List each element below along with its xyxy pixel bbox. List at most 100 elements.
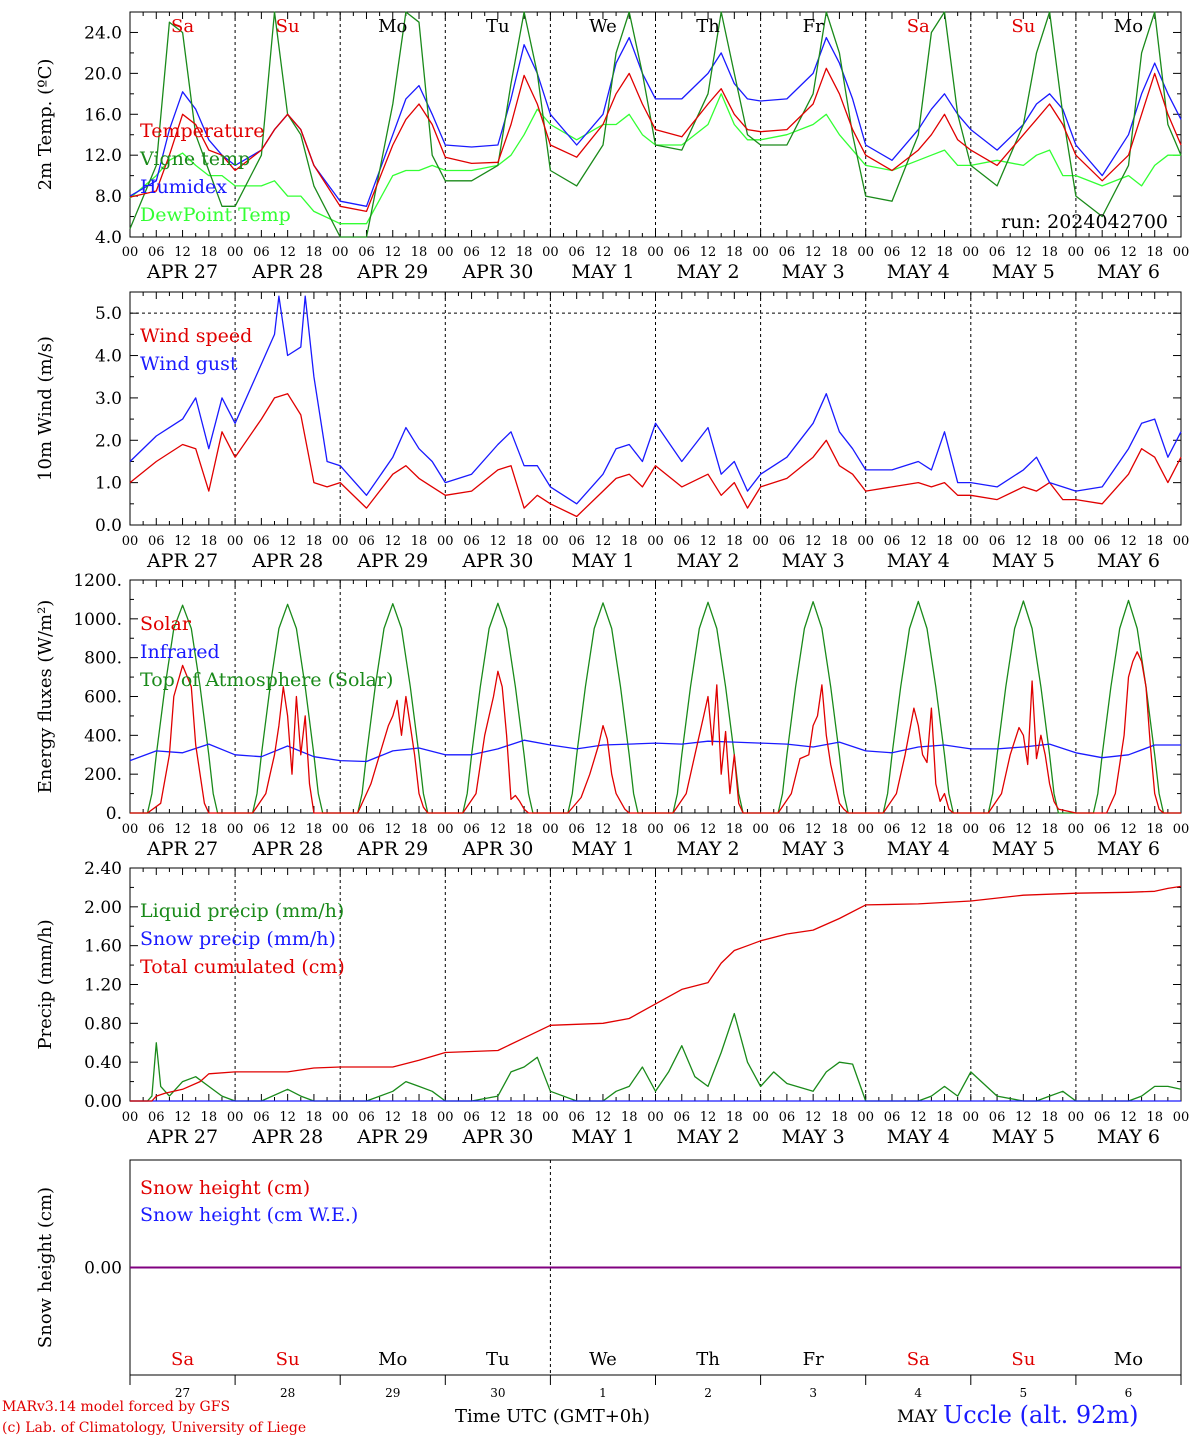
hour-tick-label: 06 <box>989 1110 1006 1125</box>
date-label: APR 30 <box>461 838 533 860</box>
hour-tick-label: 00 <box>963 1110 980 1125</box>
legend-entry: Temperature <box>140 120 264 142</box>
hour-tick-label: 00 <box>437 245 454 260</box>
hour-tick-label: 12 <box>490 534 507 549</box>
hour-tick-label: 06 <box>568 245 585 260</box>
hour-tick-label: 00 <box>963 245 980 260</box>
hour-tick-label: 00 <box>1068 822 1085 837</box>
hour-tick-label: 06 <box>884 245 901 260</box>
hour-tick-label: 18 <box>936 1110 953 1125</box>
hour-tick-label: 18 <box>831 1110 848 1125</box>
hour-tick-label: 12 <box>1120 534 1137 549</box>
hour-tick-label: 00 <box>647 822 664 837</box>
day-name-label: Su <box>1011 16 1035 37</box>
y-tick-label: 0.0 <box>95 516 122 536</box>
hour-tick-label: 06 <box>1094 822 1111 837</box>
hour-tick-label: 06 <box>148 822 165 837</box>
hour-tick-label: 00 <box>752 534 769 549</box>
hour-tick-label: 06 <box>463 1110 480 1125</box>
hour-tick-label: 06 <box>568 534 585 549</box>
series-line-dewpoint-temp <box>129 93 1181 225</box>
date-label: MAY 3 <box>782 261 845 283</box>
day-name-label: Mo <box>1114 1349 1143 1370</box>
date-label: MAY 6 <box>1097 261 1160 283</box>
date-label: MAY 6 <box>1097 1126 1160 1148</box>
legend-entry: Infrared <box>140 641 220 663</box>
hour-tick-label: 00 <box>857 534 874 549</box>
day-name-label: Su <box>276 1349 300 1370</box>
hour-tick-label: 18 <box>201 534 218 549</box>
day-name-label: Fr <box>803 16 824 37</box>
hour-tick-label: 12 <box>595 822 612 837</box>
y-tick-label: 0.80 <box>84 1014 122 1034</box>
hour-tick-label: 00 <box>227 245 244 260</box>
station-label: Uccle (alt. 92m) <box>943 1401 1139 1429</box>
hour-tick-label: 00 <box>752 245 769 260</box>
day-name-label: Th <box>696 1349 720 1370</box>
hour-tick-label: 06 <box>989 822 1006 837</box>
hour-tick-label: 00 <box>542 822 559 837</box>
day-name-label: Sa <box>907 1349 930 1370</box>
model-credit: MARv3.14 model forced by GFS <box>2 1399 231 1415</box>
hour-tick-label: 12 <box>805 245 822 260</box>
hour-tick-label: 18 <box>621 534 638 549</box>
day-number-label: 3 <box>809 1386 817 1400</box>
series-line-solar <box>130 651 1181 814</box>
hour-tick-label: 06 <box>253 822 270 837</box>
y-tick-label: 1200. <box>73 571 122 591</box>
hour-tick-label: 06 <box>358 534 375 549</box>
hour-tick-label: 18 <box>726 534 743 549</box>
hour-tick-label: 18 <box>306 534 323 549</box>
hour-tick-label: 18 <box>1041 245 1058 260</box>
series-line-temperature <box>129 67 1182 213</box>
hour-tick-label: 18 <box>1146 822 1163 837</box>
day-name-label: Sa <box>171 1349 194 1370</box>
day-number-label: 28 <box>280 1386 295 1400</box>
hour-tick-label: 18 <box>411 245 428 260</box>
hour-tick-label: 00 <box>122 822 139 837</box>
y-tick-label: 5.0 <box>95 304 122 324</box>
hour-tick-label: 00 <box>857 822 874 837</box>
legend-entry: Vigne temp <box>139 148 250 170</box>
hour-tick-label: 12 <box>910 1110 927 1125</box>
legend-entry: Snow height (cm W.E.) <box>140 1204 358 1226</box>
date-label: MAY 3 <box>782 550 845 572</box>
hour-tick-label: 06 <box>1094 534 1111 549</box>
time-axis-title: Time UTC (GMT+0h) <box>455 1406 650 1427</box>
date-label: APR 27 <box>146 261 218 283</box>
day-name-label: Mo <box>378 1349 407 1370</box>
hour-tick-label: 06 <box>674 245 691 260</box>
hour-tick-label: 18 <box>936 245 953 260</box>
hour-tick-label: 18 <box>516 245 533 260</box>
hour-tick-label: 00 <box>1068 534 1085 549</box>
y-tick-label: 16.0 <box>84 105 122 125</box>
hour-tick-label: 18 <box>411 1110 428 1125</box>
hour-tick-label: 00 <box>122 1110 139 1125</box>
day-name-label: We <box>589 16 617 37</box>
day-name-label: Fr <box>803 1349 824 1370</box>
legend-entry: Humidex <box>140 176 227 198</box>
day-name-label: Su <box>1011 1349 1035 1370</box>
hour-tick-label: 12 <box>279 245 296 260</box>
date-label: MAY 2 <box>677 838 740 860</box>
hour-tick-label: 00 <box>332 1110 349 1125</box>
date-label: MAY 4 <box>887 838 950 860</box>
hour-tick-label: 12 <box>595 1110 612 1125</box>
hour-tick-label: 18 <box>411 822 428 837</box>
hour-tick-label: 12 <box>174 245 191 260</box>
hour-tick-label: 00 <box>542 1110 559 1125</box>
hour-tick-label: 18 <box>411 534 428 549</box>
hour-tick-label: 06 <box>674 1110 691 1125</box>
hour-tick-label: 06 <box>779 534 796 549</box>
hour-tick-label: 12 <box>910 534 927 549</box>
hour-tick-label: 00 <box>227 822 244 837</box>
y-axis-label: Snow height (cm) <box>35 1187 56 1348</box>
y-tick-label: 1.60 <box>84 937 122 957</box>
y-axis-label: 10m Wind (m/s) <box>35 336 56 481</box>
y-tick-label: 20.0 <box>84 64 122 84</box>
date-label: APR 29 <box>356 550 428 572</box>
y-tick-label: 4.0 <box>95 347 122 367</box>
series-line-total-cumulated-cm- <box>130 885 1182 1102</box>
hour-tick-label: 06 <box>463 822 480 837</box>
panel-wind: 0.0 1.0 2.0 3.0 4.0 5.0 10m Wind (m/s) 00 06 12 18… <box>35 291 1189 572</box>
